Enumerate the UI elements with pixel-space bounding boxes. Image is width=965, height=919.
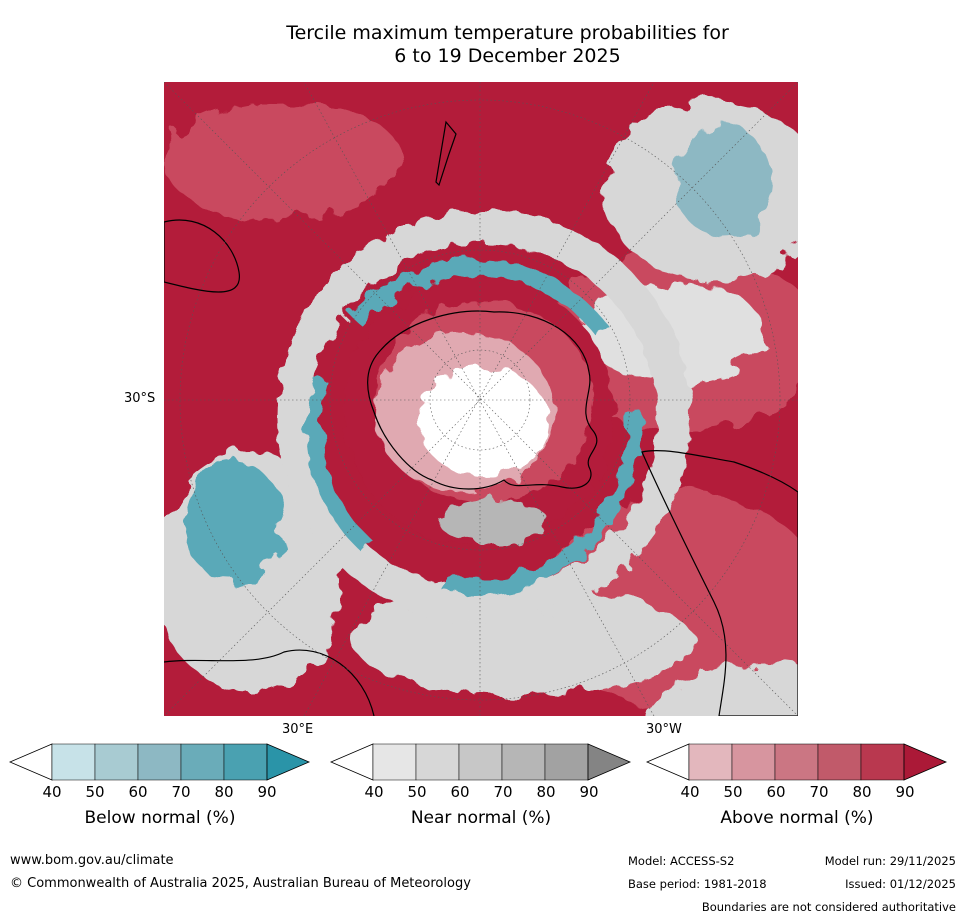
colorbar-svg — [8, 743, 311, 781]
website-link[interactable]: www.bom.gov.au/climate — [10, 853, 174, 868]
antarctica-coastline — [367, 310, 598, 490]
near-normal-patch — [439, 500, 549, 544]
colorbar-segment — [415, 743, 460, 781]
colorbar-extend-low — [329, 743, 374, 781]
near-normal-region — [644, 662, 798, 716]
below-normal-region — [674, 127, 774, 237]
near-normal-colorbar — [329, 743, 632, 781]
above-mid-region — [164, 102, 404, 222]
colorbar-extend-high — [903, 743, 948, 781]
south-america-coastline — [641, 450, 798, 716]
longitude-label-west: 30°W — [646, 722, 682, 737]
below-normal-label: Below normal (%) — [84, 808, 236, 828]
colorbar-tick: 80 — [852, 783, 872, 801]
colorbar-extend-high — [266, 743, 311, 781]
colorbar-segment — [688, 743, 733, 781]
colorbar-extend-high — [587, 743, 632, 781]
base-period-text: Base period: 1981-2018 — [628, 877, 767, 891]
colorbar-tick: 80 — [214, 783, 234, 801]
probability-map — [164, 82, 798, 716]
map-canvas — [164, 82, 798, 716]
colorbar-segment — [501, 743, 546, 781]
latitude-label: 30°S — [124, 391, 156, 406]
colorbar-segment — [817, 743, 862, 781]
colorbar-tick: 90 — [895, 783, 915, 801]
colorbar-tick: 80 — [536, 783, 556, 801]
colorbar-tick: 60 — [128, 783, 148, 801]
colorbar-tick: 60 — [766, 783, 786, 801]
model-text: Model: ACCESS-S2 — [628, 854, 735, 868]
longitude-label-east: 30°E — [282, 722, 314, 737]
colorbar-svg — [329, 743, 632, 781]
colorbar-segment — [94, 743, 139, 781]
near-normal-label: Near normal (%) — [410, 808, 552, 828]
colorbar-tick: 50 — [85, 783, 105, 801]
africa-coastline — [164, 649, 375, 716]
colorbar-segment — [731, 743, 776, 781]
colorbar-tick: 50 — [407, 783, 427, 801]
australia-coastline — [164, 219, 240, 293]
graticule — [164, 82, 798, 716]
below-normal-region — [184, 462, 284, 582]
colorbar-segment — [372, 743, 417, 781]
colorbar-tick: 40 — [680, 783, 700, 801]
antarctica-neutral — [419, 367, 549, 477]
colorbar-segment — [223, 743, 268, 781]
issued-text: Issued: 01/12/2025 — [845, 877, 956, 891]
colorbar-segment — [458, 743, 503, 781]
disclaimer-text: Boundaries are not considered authoritat… — [701, 900, 956, 914]
colorbar-tick: 70 — [493, 783, 513, 801]
colorbar-tick: 90 — [579, 783, 599, 801]
colorbar-tick: 50 — [723, 783, 743, 801]
below-normal-ring — [306, 259, 642, 595]
colorbar-segment — [51, 743, 96, 781]
above-normal-colorbar — [645, 743, 948, 781]
title-line-1: Tercile maximum temperature probabilitie… — [286, 22, 729, 44]
colorbar-segment — [544, 743, 589, 781]
model-run-text: Model run: 29/11/2025 — [824, 854, 956, 868]
near-normal-ring — [277, 210, 691, 624]
colorbar-segment — [860, 743, 905, 781]
colorbar-tick: 40 — [42, 783, 62, 801]
colorbar-tick: 70 — [171, 783, 191, 801]
colorbar-tick: 90 — [257, 783, 277, 801]
colorbar-extend-low — [8, 743, 53, 781]
colorbar-tick: 70 — [809, 783, 829, 801]
copyright-text: © Commonwealth of Australia 2025, Austra… — [10, 876, 471, 891]
colorbar-segment — [774, 743, 819, 781]
colorbar-tick: 40 — [364, 783, 384, 801]
colorbar-segment — [137, 743, 182, 781]
chart-title: Tercile maximum temperature probabilitie… — [160, 22, 855, 68]
below-normal-colorbar — [8, 743, 311, 781]
colorbar-extend-low — [645, 743, 690, 781]
above-normal-label: Above normal (%) — [720, 808, 874, 828]
colorbar-svg — [645, 743, 948, 781]
colorbar-tick: 60 — [450, 783, 470, 801]
colorbar-segment — [180, 743, 225, 781]
title-line-2: 6 to 19 December 2025 — [394, 45, 621, 67]
new-zealand-coastline — [435, 120, 457, 187]
